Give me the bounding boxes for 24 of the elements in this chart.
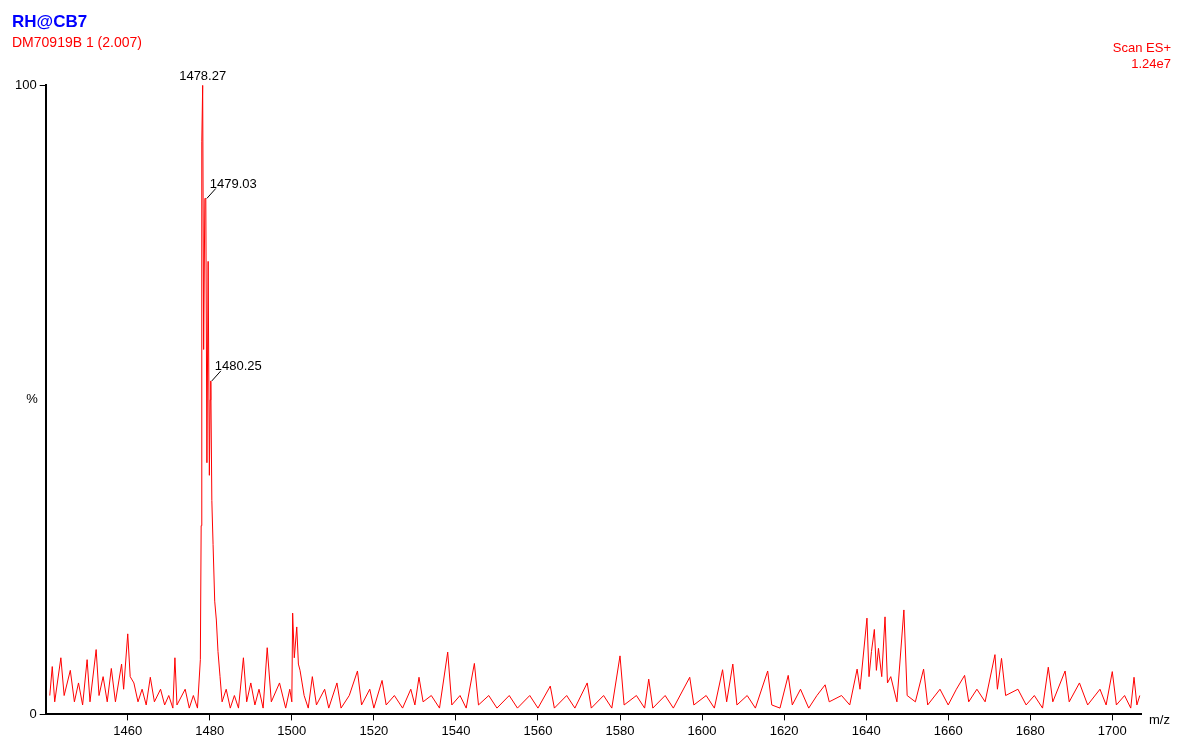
annotation: 1479.03 <box>209 175 257 191</box>
chart-subtitle: DM70919B 1 (2.007) <box>12 33 142 50</box>
y-tick-label: 0 <box>29 705 37 721</box>
chart-title: RH@CB7 <box>12 11 88 31</box>
x-tick-label: 1600 <box>687 722 717 738</box>
x-tick-label: 1640 <box>851 722 881 738</box>
text: 1.24e7 <box>1131 56 1171 72</box>
y-tick-label: 100 <box>14 76 37 92</box>
annotation: 1480.25 <box>214 358 262 373</box>
x-tick-label: 1540 <box>441 722 471 738</box>
x-tick-label: 1520 <box>359 722 389 738</box>
y-axis-title: % <box>26 391 39 407</box>
x-tick-label: 1660 <box>933 722 963 738</box>
text: Scan ES+ <box>1112 40 1171 56</box>
x-tick-label: 1560 <box>523 722 553 738</box>
annotation: 1478.27 <box>179 68 227 84</box>
x-tick-label: 1480 <box>195 722 225 738</box>
x-tick-label: 1700 <box>1097 722 1127 738</box>
x-tick-label: 1460 <box>113 722 143 738</box>
x-tick-label: 1680 <box>1015 722 1045 738</box>
x-tick-label: 1620 <box>769 722 799 738</box>
x-axis-title: m/z <box>1149 711 1170 727</box>
x-tick-label: 1580 <box>605 722 635 738</box>
x-tick-label: 1500 <box>277 722 307 738</box>
